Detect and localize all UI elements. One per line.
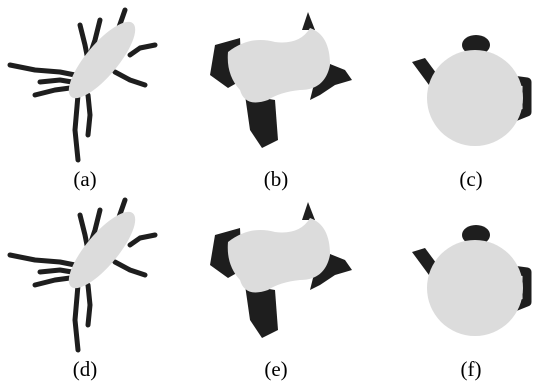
figure: (a) (b) (c) (d) (e) (f) [0,0,539,389]
panel-label: (a) [73,167,96,191]
panel-label: (d) [73,357,98,381]
silhouette-insect [10,10,155,160]
silhouette-teapot [412,35,527,146]
panel-label: (c) [459,167,482,191]
silhouette-insect [10,200,155,350]
silhouette-dog [210,202,352,338]
silhouette-teapot [412,225,527,336]
panel-label: (b) [264,167,289,191]
panel-label: (f) [461,357,482,381]
silhouette-dog [210,12,352,148]
panel-label: (e) [264,357,287,381]
